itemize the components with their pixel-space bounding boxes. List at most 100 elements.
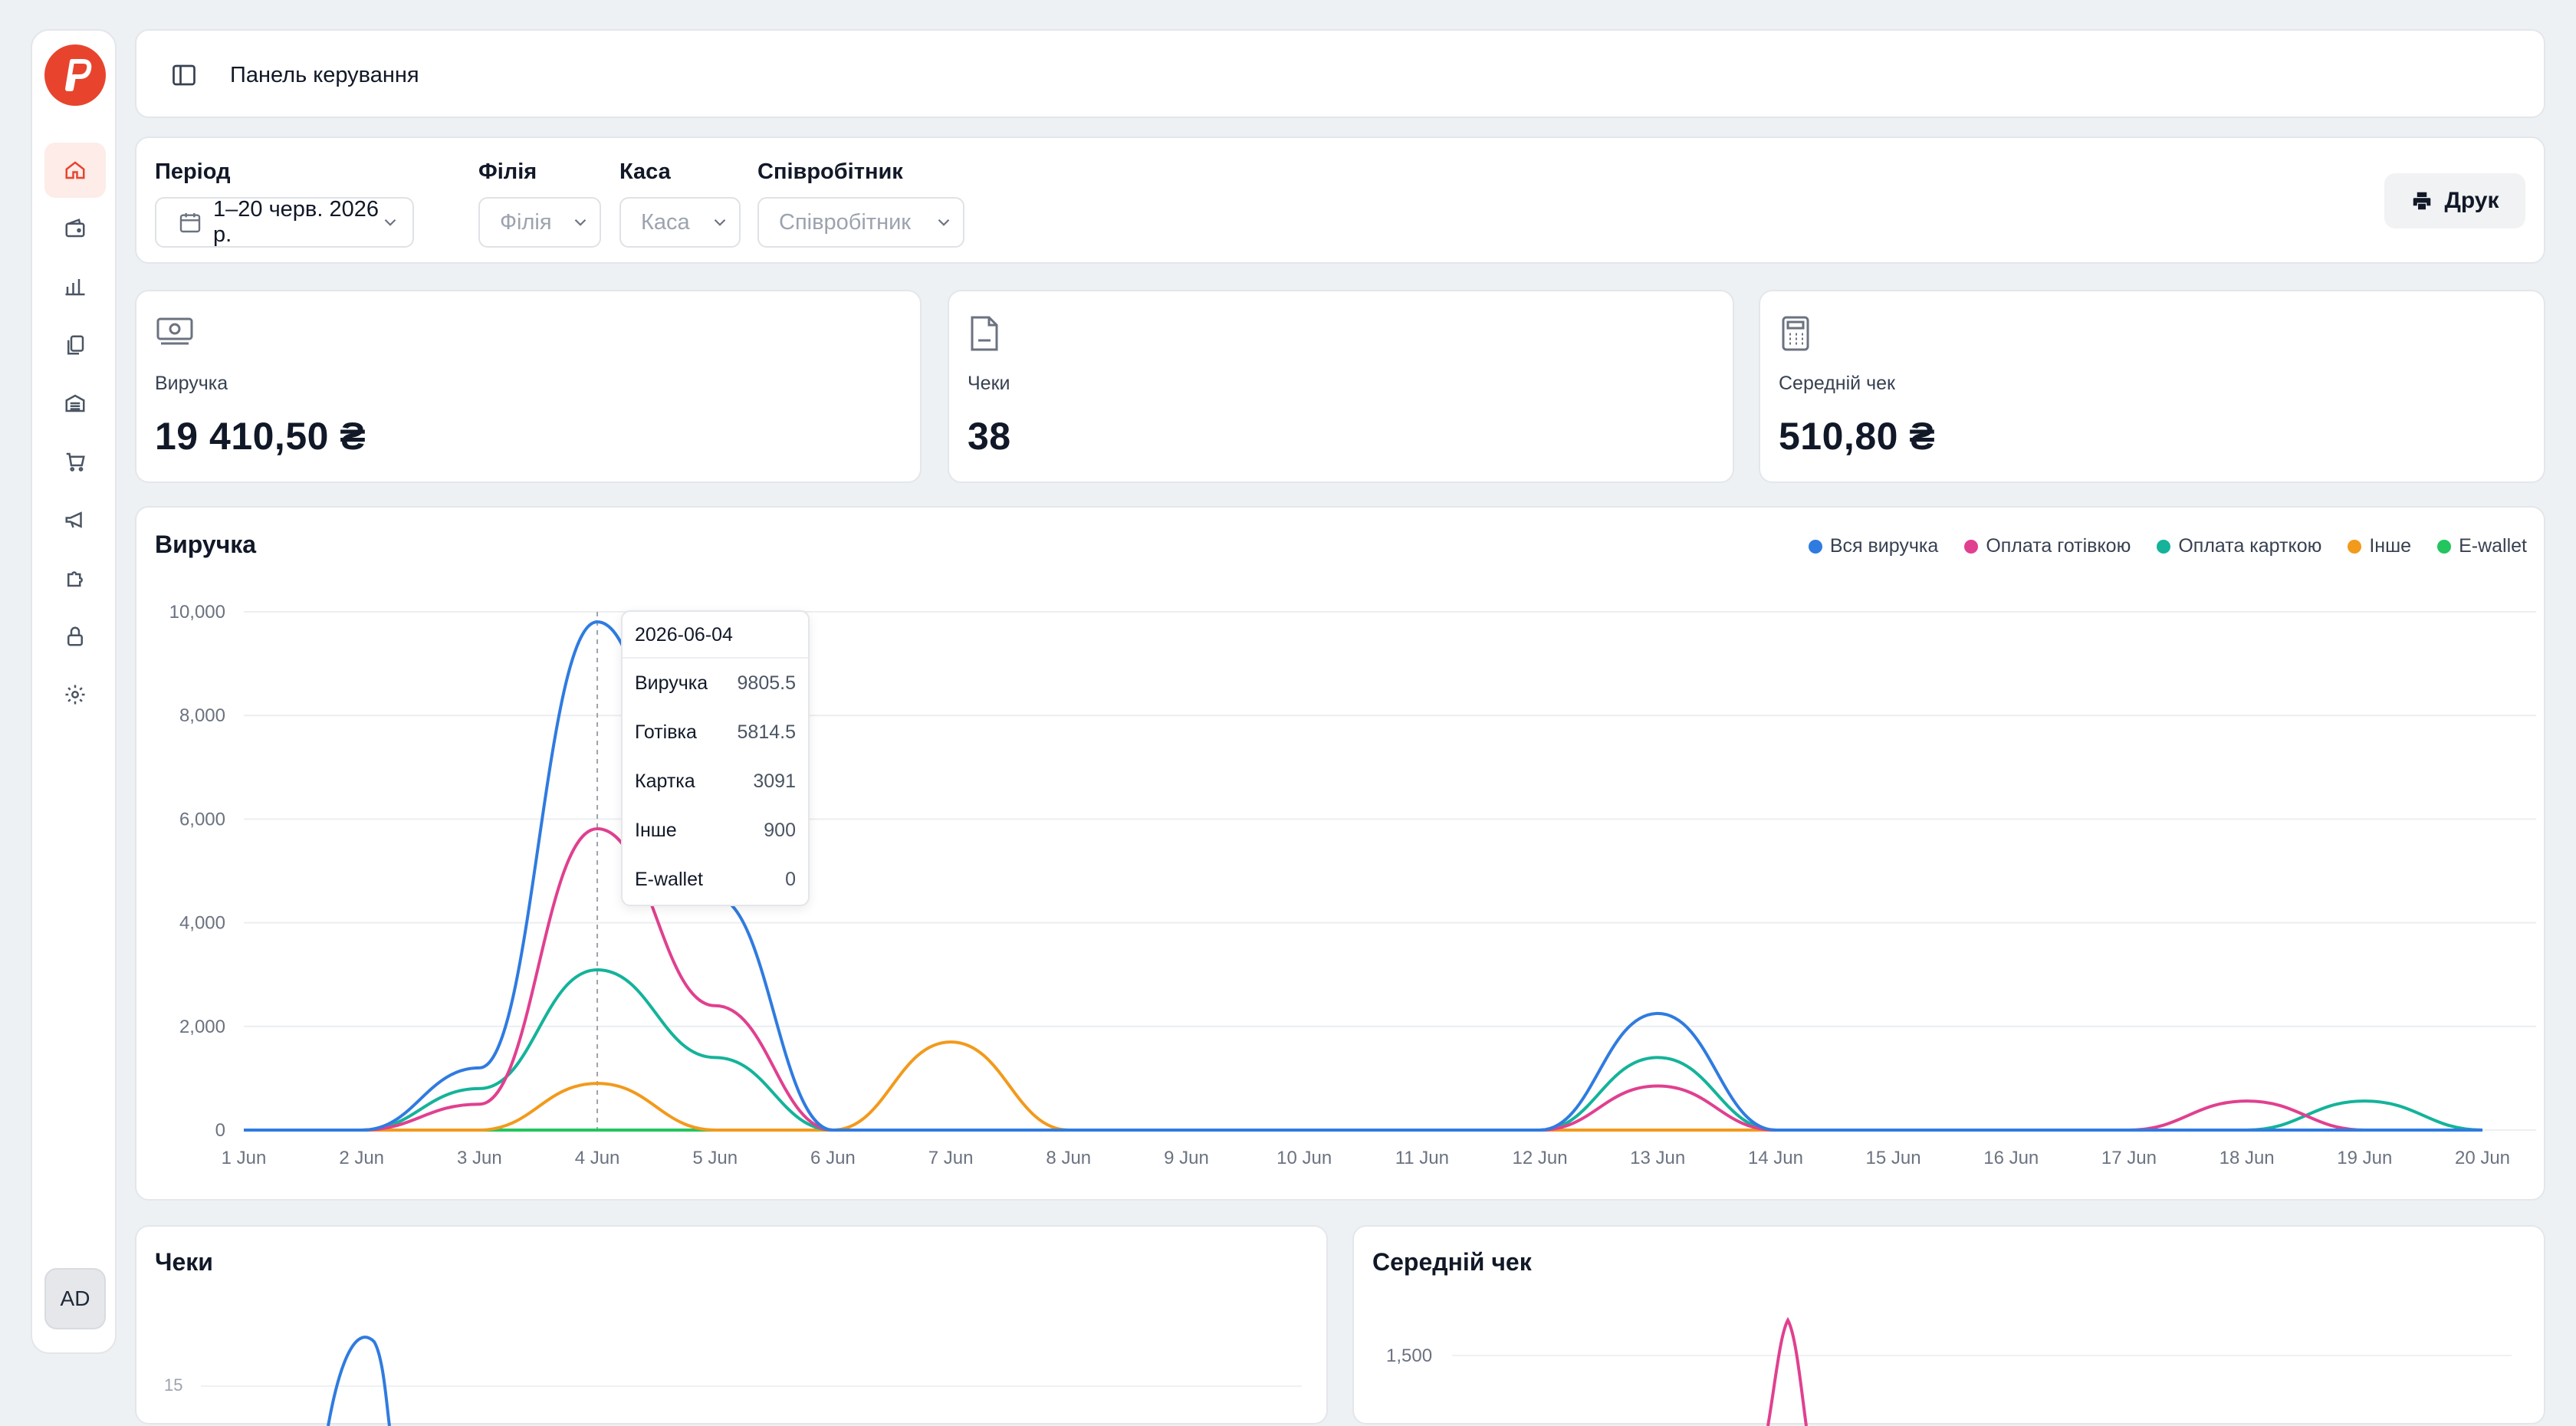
x-tick-label: 14 Jun (1748, 1148, 1803, 1168)
checks-chart: 15 (164, 1336, 1302, 1426)
chart-legend: Вся виручка Оплата готівкою Оплата картк… (1808, 535, 2527, 557)
document-icon (968, 314, 1001, 356)
y-tick-label: 0 (215, 1120, 225, 1141)
avg-tick-label: 1,500 (1386, 1346, 1432, 1366)
wallet-icon (65, 219, 85, 238)
y-tick-label: 6,000 (179, 809, 225, 830)
period-select[interactable]: 1–20 черв. 2026 р. (155, 197, 414, 248)
register-placeholder: Каса (641, 209, 690, 235)
printer-icon (2413, 192, 2431, 210)
sidebar-item-shop[interactable] (44, 434, 106, 489)
sidebar-item-wallet[interactable] (44, 201, 106, 256)
chevron-down-icon (714, 219, 726, 226)
megaphone-icon (65, 511, 82, 528)
checks-tick-label: 15 (164, 1375, 182, 1395)
chevron-down-icon (938, 219, 950, 226)
period-label: Період (155, 159, 231, 184)
x-tick-label: 11 Jun (1395, 1148, 1449, 1168)
x-tick-label: 12 Jun (1512, 1148, 1567, 1168)
x-tick-label: 4 Jun (575, 1148, 620, 1168)
stat-value: 510,80 ₴ (1779, 415, 1936, 458)
employee-select[interactable]: Співробітник (757, 197, 964, 248)
legend-item[interactable]: Оплата готівкою (1964, 535, 2131, 557)
x-tick-label: 5 Jun (692, 1148, 738, 1168)
tooltip-row: Готівка 5814.5 (635, 721, 796, 743)
top-bar: Панель керування (135, 29, 2545, 118)
legend-item[interactable]: Інше (2348, 535, 2411, 557)
x-tick-label: 8 Jun (1046, 1148, 1091, 1168)
stat-value: 38 (968, 415, 1011, 458)
revenue-chart[interactable]: 0 2,000 4,000 6,000 8,000 10,000 1 Jun 2 Jun 3 J… (136, 508, 2544, 1199)
sidebar-item-marketing[interactable] (44, 492, 106, 547)
chart-tooltip: 2026-06-04 Виручка 9805.5 Готівка 5814.5 К… (621, 610, 810, 906)
money-icon (155, 314, 195, 352)
tooltip-row: Інше 900 (635, 819, 796, 841)
legend-item[interactable]: Оплата карткою (2157, 535, 2321, 557)
legend-item[interactable]: Вся виручка (1808, 535, 1938, 557)
bar-chart-icon (65, 279, 85, 296)
chart-title: Середній чек (1372, 1248, 1532, 1276)
tooltip-row: E-wallet 0 (635, 868, 796, 890)
x-tick-label: 9 Jun (1164, 1148, 1209, 1168)
branch-select[interactable]: Філія (478, 197, 601, 248)
y-tick-label: 4,000 (179, 913, 225, 934)
x-tick-label: 1 Jun (222, 1148, 267, 1168)
y-tick-label: 8,000 (179, 705, 225, 726)
series-line (244, 620, 2482, 1132)
y-tick-label: 10,000 (169, 602, 225, 623)
print-label: Друк (2444, 188, 2499, 213)
x-tick-label: 18 Jun (2220, 1148, 2275, 1168)
period-value: 1–20 черв. 2026 р. (213, 197, 379, 247)
cart-icon (66, 452, 85, 472)
tooltip-row: Виручка 9805.5 (635, 672, 796, 694)
lock-icon (67, 626, 83, 646)
sidebar-item-documents[interactable] (44, 317, 106, 373)
sidebar: AD (31, 29, 117, 1354)
stat-card-average: Середній чек 510,80 ₴ (1759, 290, 2545, 483)
sidebar-toggle-icon[interactable] (170, 61, 198, 93)
x-tick-label: 20 Jun (2455, 1148, 2510, 1168)
stat-label: Чеки (968, 373, 1010, 394)
x-tick-label: 13 Jun (1630, 1148, 1685, 1168)
series-line (244, 1040, 2482, 1132)
register-select[interactable]: Каса (619, 197, 741, 248)
calculator-icon (1779, 314, 1812, 356)
y-tick-label: 2,000 (179, 1017, 225, 1037)
x-tick-label: 2 Jun (339, 1148, 384, 1168)
x-tick-label: 3 Jun (457, 1148, 502, 1168)
x-tick-label: 7 Jun (928, 1148, 974, 1168)
employee-label: Співробітник (757, 159, 903, 184)
sidebar-item-warehouse[interactable] (44, 376, 106, 431)
stat-card-revenue: Виручка 19 410,50 ₴ (135, 290, 922, 483)
page-title: Панель керування (230, 63, 419, 87)
branch-label: Філія (478, 159, 537, 184)
stat-value: 19 410,50 ₴ (155, 415, 366, 458)
employee-placeholder: Співробітник (779, 209, 911, 235)
tooltip-row: Картка 3091 (635, 770, 796, 792)
chevron-down-icon (574, 219, 586, 226)
legend-item[interactable]: E-wallet (2437, 535, 2527, 557)
average-check-chart: 1,500 (1386, 1316, 2512, 1426)
register-label: Каса (619, 159, 671, 184)
average-check-chart-card: Середній чек 1,500 (1352, 1225, 2545, 1426)
x-tick-label: 16 Jun (1983, 1148, 2039, 1168)
gear-icon (65, 685, 85, 705)
branch-placeholder: Філія (500, 209, 552, 235)
x-tick-label: 10 Jun (1276, 1148, 1332, 1168)
revenue-chart-card: Виручка Вся виручка Оплата готівкою Опла… (135, 506, 2545, 1201)
stat-label: Виручка (155, 373, 228, 394)
chevron-down-icon (384, 219, 396, 226)
checks-chart-card: Чеки 15 (135, 1225, 1328, 1426)
sidebar-item-security[interactable] (44, 609, 106, 664)
stat-label: Середній чек (1779, 373, 1895, 394)
sidebar-item-reports[interactable] (44, 259, 106, 314)
series-line (244, 968, 2483, 1132)
sidebar-item-home[interactable] (44, 143, 106, 198)
chart-title: Виручка (155, 531, 257, 558)
sidebar-item-settings[interactable] (44, 667, 106, 722)
user-avatar[interactable]: AD (44, 1268, 106, 1329)
brand-logo[interactable] (44, 44, 106, 106)
sidebar-item-integrations[interactable] (44, 550, 106, 606)
print-button[interactable]: Друк (2384, 173, 2525, 228)
chart-title: Чеки (155, 1248, 213, 1276)
